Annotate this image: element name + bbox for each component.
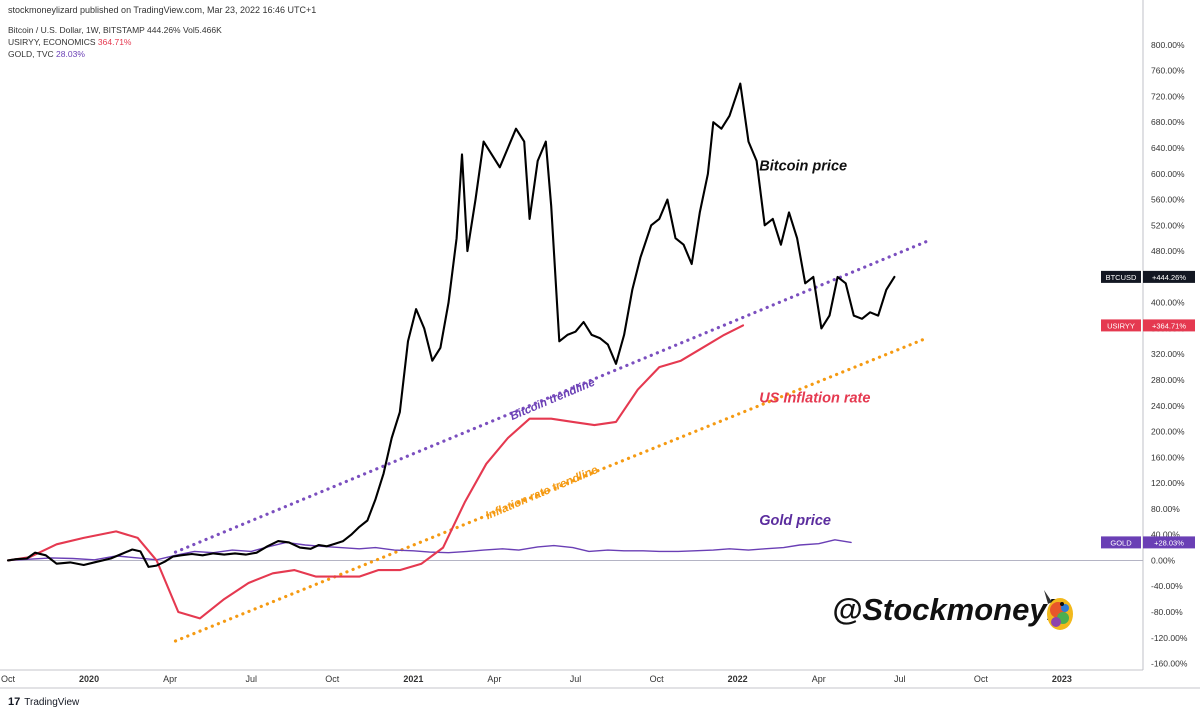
y-tick-label: 120.00% [1151,478,1185,488]
x-tick-label: 2022 [728,674,748,684]
footer: 17 TradingView [8,696,79,708]
x-tick-label: 2020 [79,674,99,684]
y-tick-label: -160.00% [1151,659,1188,669]
y-tick-label: 280.00% [1151,375,1185,385]
y-tick-label: 520.00% [1151,220,1185,230]
x-tick-label: Apr [163,674,177,684]
y-tick-label: 160.00% [1151,452,1185,462]
legend-row-btc[interactable]: Bitcoin / U.S. Dollar, 1W, BITSTAMP 444.… [8,24,222,36]
legend-volume-btc: Vol5.466K [182,25,222,35]
y-tick-label: 600.00% [1151,169,1185,179]
series-line-gold[interactable] [7,539,852,562]
annotation-label: Gold price [759,513,831,529]
series-value-label: +444.26% [1152,273,1186,282]
y-tick-label: 680.00% [1151,117,1185,127]
y-tick-label: 80.00% [1151,504,1180,514]
legend-label-gold: GOLD, TVC [8,49,54,59]
legend-label-btc: Bitcoin / U.S. Dollar, 1W, BITSTAMP [8,25,145,35]
tradingview-brand[interactable]: TradingView [24,696,80,708]
y-tick-label: -80.00% [1151,607,1183,617]
y-tick-label: 200.00% [1151,427,1185,437]
series-badge-label: GOLD [1110,538,1132,547]
y-tick-label: 760.00% [1151,66,1185,76]
x-tick-label: Oct [974,674,989,684]
x-tick-label: Apr [487,674,501,684]
y-tick-label: 0.00% [1151,555,1176,565]
watermark-handle: @StockmoneyL [832,592,1066,627]
series-badge-label: USIRYY [1107,321,1135,330]
y-tick-label: 480.00% [1151,246,1185,256]
x-tick-label: 2021 [403,674,423,684]
series-badge-label: BTCUSD [1106,273,1137,282]
x-tick-label: Oct [325,674,340,684]
series-badge-btcusd[interactable] [1101,270,1141,283]
annotation-label: Bitcoin price [759,159,847,175]
y-tick-label: 720.00% [1151,91,1185,101]
annotation-label: US Inflation rate [759,391,870,407]
lizard-logo-icon [1044,590,1073,630]
annotation-label: Bitcoin trendline [509,376,598,423]
series-value-label: +364.71% [1152,321,1186,330]
y-tick-label: 560.00% [1151,195,1185,205]
y-tick-label: -120.00% [1151,633,1188,643]
series-badge-gold[interactable] [1101,536,1141,549]
x-tick-label: Oct [1,674,16,684]
x-tick-label: Jul [245,674,257,684]
series-value-badge [1143,319,1195,332]
series-value-badge [1143,536,1195,549]
legend-value-btc: 444.26% [147,25,181,35]
annotation-label: Inflation rate trendline [484,464,600,522]
y-tick-label: 640.00% [1151,143,1185,153]
y-tick-label: 240.00% [1151,401,1185,411]
legend-value-gold: 28.03% [56,49,85,59]
legend-row-gold[interactable]: GOLD, TVC 28.03% [8,48,222,60]
x-tick-label: Oct [650,674,665,684]
tradingview-logo-icon: 17 [8,696,21,708]
publisher-line: stockmoneylizard published on TradingVie… [8,5,317,15]
x-tick-label: Apr [812,674,826,684]
series-value-badge [1143,270,1195,283]
y-tick-label: 400.00% [1151,298,1185,308]
series-badge-usiryy[interactable] [1101,319,1141,332]
legend-value-usiryy: 364.71% [97,37,132,47]
y-tick-label: 800.00% [1151,40,1185,50]
legend: Bitcoin / U.S. Dollar, 1W, BITSTAMP 444.… [8,24,222,60]
series-line-btcusd[interactable] [6,82,896,568]
x-tick-label: Jul [570,674,582,684]
series-value-label: +28.03% [1154,538,1184,547]
legend-row-usiryy[interactable]: USIRYY, ECONOMICS 364.71% [8,36,222,48]
y-tick-label: 40.00% [1151,530,1180,540]
series-line-usiryy[interactable] [6,324,745,620]
y-tick-label: -40.00% [1151,581,1183,591]
x-tick-label: 2023 [1052,674,1072,684]
legend-label-usiryy: USIRYY, ECONOMICS [8,37,96,47]
x-tick-label: Jul [894,674,906,684]
y-tick-label: 320.00% [1151,349,1185,359]
